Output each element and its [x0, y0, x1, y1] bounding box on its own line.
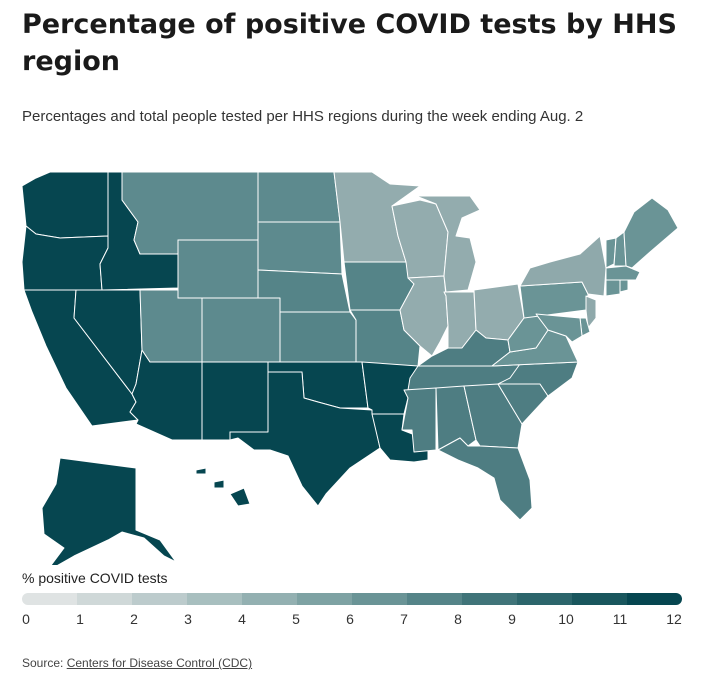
- state-me: [623, 197, 679, 269]
- state-ut: [139, 289, 203, 363]
- legend-tick-4: 4: [238, 611, 246, 627]
- state-nm: [201, 361, 269, 441]
- state-sd: [257, 221, 343, 275]
- state-hi1: [229, 487, 251, 507]
- state-ma: [605, 265, 641, 281]
- page-subtitle: Percentages and total people tested per …: [22, 108, 584, 125]
- legend-tick-0: 0: [22, 611, 30, 627]
- state-nd: [257, 171, 341, 223]
- state-nc: [491, 361, 579, 397]
- legend-swatch-9: [462, 593, 517, 605]
- legend-tick-8: 8: [454, 611, 462, 627]
- legend-tick-5: 5: [292, 611, 300, 627]
- page-title: Percentage of positive COVID tests by HH…: [22, 9, 677, 77]
- legend-swatch-4: [187, 593, 242, 605]
- us-map: [21, 171, 679, 565]
- legend-tick-3: 3: [184, 611, 192, 627]
- state-fl: [437, 437, 533, 521]
- state-ny: [519, 235, 607, 297]
- state-tx: [229, 371, 381, 507]
- legend-title: % positive COVID tests: [22, 570, 168, 586]
- legend-swatch-12: [627, 593, 682, 605]
- source-link[interactable]: Centers for Disease Control (CDC): [66, 656, 253, 670]
- legend-swatch-2: [77, 593, 132, 605]
- state-hi2: [213, 479, 225, 489]
- state-mi: [415, 195, 481, 293]
- state-md: [535, 313, 583, 343]
- legend-tick-1: 1: [76, 611, 84, 627]
- legend-color-scale: [22, 593, 682, 605]
- legend-tick-labels: 0 1 2 3 4 5 6 7 8 9 10 11 12: [22, 611, 682, 631]
- legend-swatch-1: [22, 593, 77, 605]
- state-ri: [619, 279, 629, 293]
- legend-swatch-7: [352, 593, 407, 605]
- legend-tick-12: 12: [666, 611, 682, 627]
- state-pa: [519, 281, 589, 319]
- state-ks: [279, 311, 357, 363]
- legend-swatch-11: [572, 593, 627, 605]
- legend-tick-6: 6: [346, 611, 354, 627]
- legend-tick-7: 7: [400, 611, 408, 627]
- state-wa: [21, 171, 109, 239]
- legend-tick-9: 9: [508, 611, 516, 627]
- legend-swatch-5: [242, 593, 297, 605]
- legend-tick-2: 2: [130, 611, 138, 627]
- legend-swatch-8: [407, 593, 462, 605]
- state-wy: [177, 239, 259, 299]
- legend-swatch-6: [297, 593, 352, 605]
- legend-swatch-3: [132, 593, 187, 605]
- source-line: Source: Centers for Disease Control (CDC…: [22, 656, 252, 670]
- state-ak: [41, 457, 177, 565]
- legend-tick-11: 11: [612, 611, 628, 627]
- legend-swatch-10: [517, 593, 572, 605]
- state-hi3: [195, 467, 207, 475]
- state-co: [201, 297, 281, 363]
- state-az: [129, 349, 203, 441]
- state-ct: [605, 279, 621, 297]
- legend-tick-10: 10: [558, 611, 574, 627]
- source-prefix: Source:: [22, 656, 67, 670]
- state-nj: [585, 295, 597, 329]
